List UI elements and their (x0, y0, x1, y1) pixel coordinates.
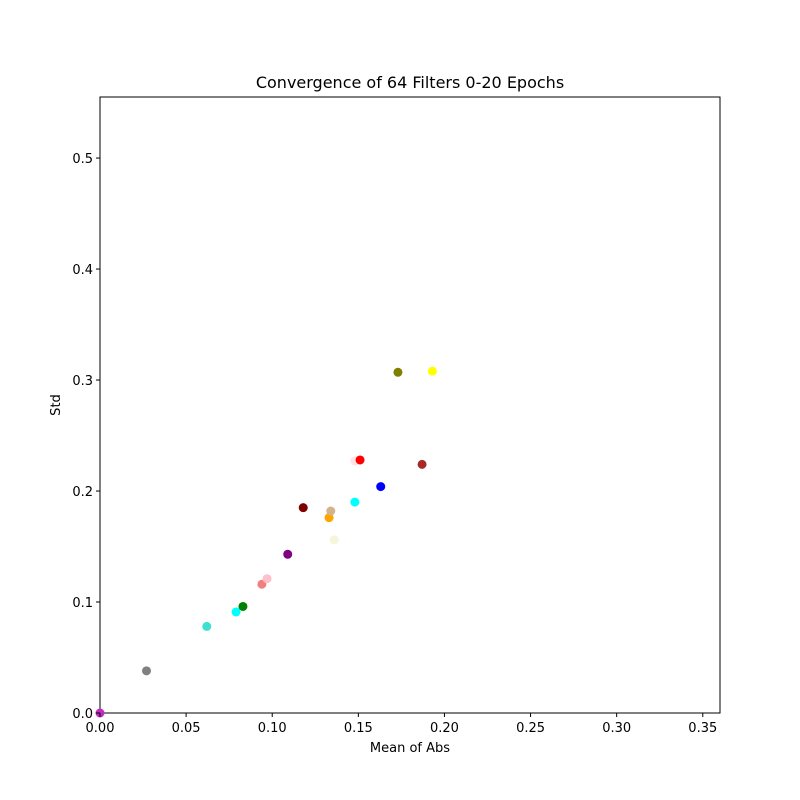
scatter-point (393, 367, 403, 377)
scatter-point (376, 482, 386, 492)
x-tick-label: 0.05 (172, 721, 201, 736)
points-layer (95, 366, 437, 718)
scatter-point (202, 621, 212, 631)
scatter-point (142, 666, 151, 676)
y-tick-label: 0.2 (72, 485, 93, 500)
y-axis-label: Std (49, 394, 64, 416)
y-tick-label: 0.1 (72, 596, 93, 611)
scatter-point (355, 455, 365, 465)
chart-title: Convergence of 64 Filters 0-20 Epochs (256, 73, 564, 92)
scatter-point (329, 535, 339, 545)
scatter-point (298, 503, 308, 513)
x-tick-label: 0.35 (688, 721, 717, 736)
scatter-point (238, 601, 248, 611)
y-axis-ticks: 0.0 0.1 0.2 0.3 0.4 0.5 (72, 152, 100, 722)
scatter-point (326, 506, 336, 516)
x-tick-label: 0.25 (516, 721, 545, 736)
y-tick-label: 0.5 (72, 152, 93, 167)
scatter-point (350, 497, 360, 507)
y-tick-label: 0.3 (72, 374, 93, 389)
plot-frame (99, 96, 721, 714)
scatter-point (417, 459, 427, 469)
x-tick-label: 0.20 (430, 721, 459, 736)
x-tick-label: 0.00 (86, 721, 115, 736)
plot-area (95, 96, 721, 718)
scatter-point (231, 607, 241, 617)
x-tick-label: 0.15 (344, 721, 373, 736)
y-tick-label: 0.4 (72, 263, 93, 278)
scatter-point (427, 366, 437, 376)
x-tick-label: 0.30 (602, 721, 631, 736)
x-axis-label: Mean of Abs (370, 741, 450, 756)
x-axis-ticks: 0.00 0.05 0.10 0.15 0.20 0.25 0.30 0.35 (86, 713, 717, 736)
y-tick-label: 0.0 (72, 707, 93, 722)
scatter-point (283, 549, 293, 559)
x-tick-label: 0.10 (258, 721, 287, 736)
scatter-point (262, 574, 272, 584)
